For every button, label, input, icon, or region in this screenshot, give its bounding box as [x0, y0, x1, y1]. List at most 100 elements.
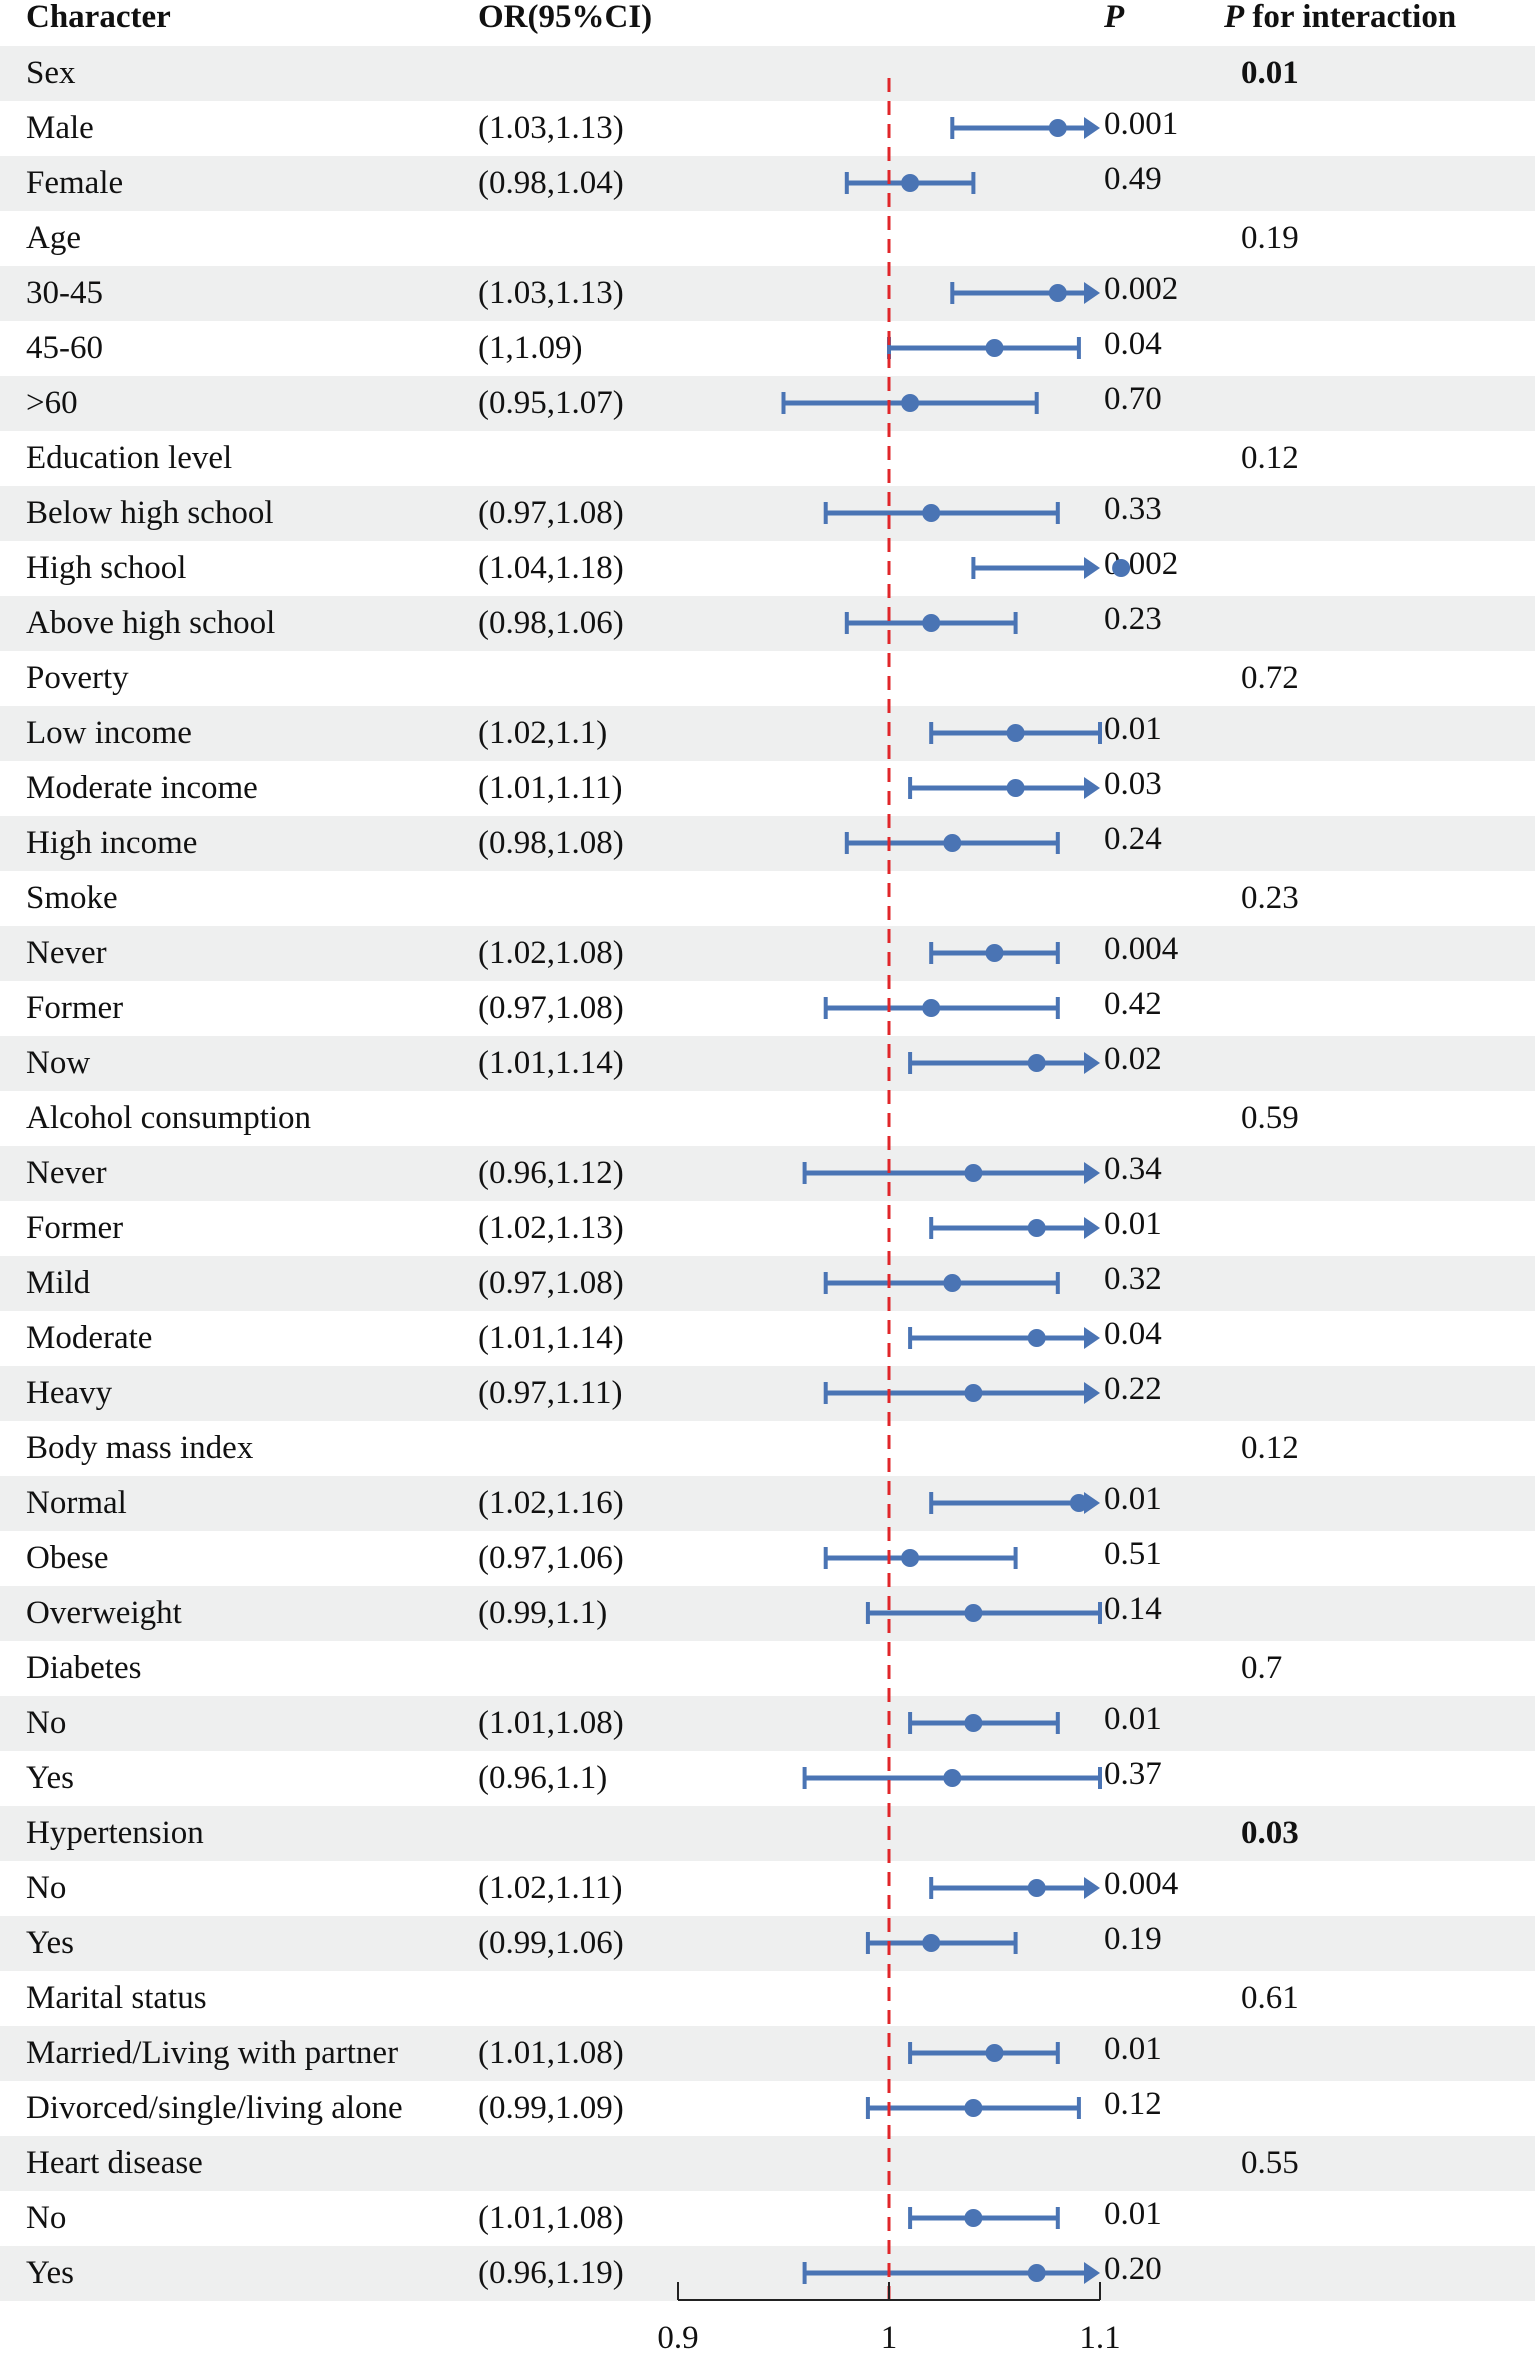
p-value: 0.32 — [1104, 1261, 1162, 1297]
group-row: Education level 0.12 — [0, 431, 1535, 486]
p-interaction-value: 0.23 — [1241, 880, 1299, 916]
ci-value: (0.97,1.08) — [478, 495, 624, 531]
ci-value: (1.02,1.13) — [478, 1210, 624, 1246]
table-row: Former (0.97,1.08) 0.42 — [0, 981, 1535, 1036]
p-value: 0.37 — [1104, 1756, 1162, 1792]
row-label: Yes — [26, 1760, 75, 1796]
p-value: 0.03 — [1104, 766, 1162, 802]
ci-value: (1.02,1.11) — [478, 1870, 623, 1906]
p-value: 0.49 — [1104, 161, 1162, 197]
p-value: 0.004 — [1104, 1866, 1179, 1902]
p-value: 0.24 — [1104, 821, 1162, 857]
ci-value: (0.99,1.06) — [478, 1925, 624, 1961]
table-row: Overweight (0.99,1.1) 0.14 — [0, 1586, 1535, 1641]
p-value: 0.22 — [1104, 1371, 1162, 1407]
ci-value: (0.97,1.08) — [478, 990, 624, 1026]
p-value: 0.42 — [1104, 986, 1162, 1022]
row-label: Marital status — [26, 1980, 207, 2016]
row-label: Body mass index — [26, 1430, 254, 1466]
row-label: Moderate income — [26, 770, 258, 806]
group-row: Smoke 0.23 — [0, 871, 1535, 926]
ci-value: (1.04,1.18) — [478, 550, 624, 586]
group-row: Body mass index 0.12 — [0, 1421, 1535, 1476]
x-tick-label: 1 — [881, 2320, 898, 2356]
header-p-interaction-text: for interaction — [1244, 0, 1457, 35]
ci-value: (1.01,1.08) — [478, 2035, 624, 2071]
ci-value: (1.01,1.14) — [478, 1045, 624, 1081]
p-interaction-value: 0.59 — [1241, 1100, 1299, 1136]
p-value: 0.20 — [1104, 2251, 1162, 2287]
row-label: Former — [26, 990, 124, 1026]
ci-value: (0.96,1.1) — [478, 1760, 608, 1796]
table-row: Divorced/single/living alone (0.99,1.09) 0… — [0, 2081, 1535, 2136]
group-row: Alcohol consumption 0.59 — [0, 1091, 1535, 1146]
row-label: Never — [26, 935, 107, 971]
table-row: Above high school (0.98,1.06) 0.23 — [0, 596, 1535, 651]
table-row: Heavy (0.97,1.11) 0.22 — [0, 1366, 1535, 1421]
table-row: Now (1.01,1.14) 0.02 — [0, 1036, 1535, 1091]
table-row: Low income (1.02,1.1) 0.01 — [0, 706, 1535, 761]
table-row: Moderate (1.01,1.14) 0.04 — [0, 1311, 1535, 1366]
p-value: 0.12 — [1104, 2086, 1162, 2122]
row-label: Overweight — [26, 1595, 182, 1631]
ci-value: (0.97,1.06) — [478, 1540, 624, 1576]
p-interaction-value: 0.72 — [1241, 660, 1299, 696]
row-label: Alcohol consumption — [26, 1100, 312, 1136]
row-label: Yes — [26, 2255, 75, 2291]
ci-value: (0.97,1.08) — [478, 1265, 624, 1301]
ci-value: (0.99,1.09) — [478, 2090, 624, 2126]
table-row: Moderate income (1.01,1.11) 0.03 — [0, 761, 1535, 816]
row-label: Poverty — [26, 660, 129, 696]
table-row: No (1.02,1.11) 0.004 — [0, 1861, 1535, 1916]
row-label: 45-60 — [26, 330, 103, 366]
p-value: 0.002 — [1104, 546, 1179, 582]
x-tick-label: 0.9 — [657, 2320, 698, 2356]
row-label: Hypertension — [26, 1815, 204, 1851]
p-value: 0.01 — [1104, 1481, 1162, 1517]
row-label: No — [26, 2200, 67, 2236]
row-label: Female — [26, 165, 124, 201]
p-value: 0.19 — [1104, 1921, 1162, 1957]
p-value: 0.01 — [1104, 2196, 1162, 2232]
ci-value: (1.01,1.08) — [478, 1705, 624, 1741]
p-value: 0.14 — [1104, 1591, 1162, 1627]
table-row: Former (1.02,1.13) 0.01 — [0, 1201, 1535, 1256]
p-value: 0.23 — [1104, 601, 1162, 637]
ci-value: (1.01,1.14) — [478, 1320, 624, 1356]
row-label: Sex — [26, 55, 76, 91]
p-value: 0.004 — [1104, 931, 1179, 967]
row-label: Male — [26, 110, 94, 146]
p-value: 0.33 — [1104, 491, 1162, 527]
table-row: Below high school (0.97,1.08) 0.33 — [0, 486, 1535, 541]
table-row: Mild (0.97,1.08) 0.32 — [0, 1256, 1535, 1311]
table-row: No (1.01,1.08) 0.01 — [0, 1696, 1535, 1751]
ci-value: (0.96,1.12) — [478, 1155, 624, 1191]
ci-value: (0.99,1.1) — [478, 1595, 608, 1631]
row-label: 30-45 — [26, 275, 103, 311]
p-interaction-value: 0.03 — [1241, 1815, 1299, 1851]
row-label: Low income — [26, 715, 192, 751]
table-row: No (1.01,1.08) 0.01 — [0, 2191, 1535, 2246]
group-row: Heart disease 0.55 — [0, 2136, 1535, 2191]
ci-value: (1.01,1.11) — [478, 770, 623, 806]
table-row: High income (0.98,1.08) 0.24 — [0, 816, 1535, 871]
row-label: Heart disease — [26, 2145, 203, 2181]
row-label: High income — [26, 825, 198, 861]
row-label: Divorced/single/living alone — [26, 2090, 403, 2126]
ci-value: (1.02,1.16) — [478, 1485, 624, 1521]
row-label: Below high school — [26, 495, 274, 531]
table-row: Yes (0.99,1.06) 0.19 — [0, 1916, 1535, 1971]
row-label: No — [26, 1870, 67, 1906]
row-label: >60 — [26, 385, 78, 421]
row-label: Normal — [26, 1485, 127, 1521]
x-tick-label: 1.1 — [1079, 2320, 1120, 2356]
row-label: Above high school — [26, 605, 276, 641]
row-label: Diabetes — [26, 1650, 142, 1686]
ci-value: (1.01,1.08) — [478, 2200, 624, 2236]
p-value: 0.01 — [1104, 1701, 1162, 1737]
table-row: Normal (1.02,1.16) 0.01 — [0, 1476, 1535, 1531]
ci-value: (0.98,1.08) — [478, 825, 624, 861]
ci-value: (0.97,1.11) — [478, 1375, 623, 1411]
header-p-interaction-italic: P — [1224, 0, 1245, 35]
